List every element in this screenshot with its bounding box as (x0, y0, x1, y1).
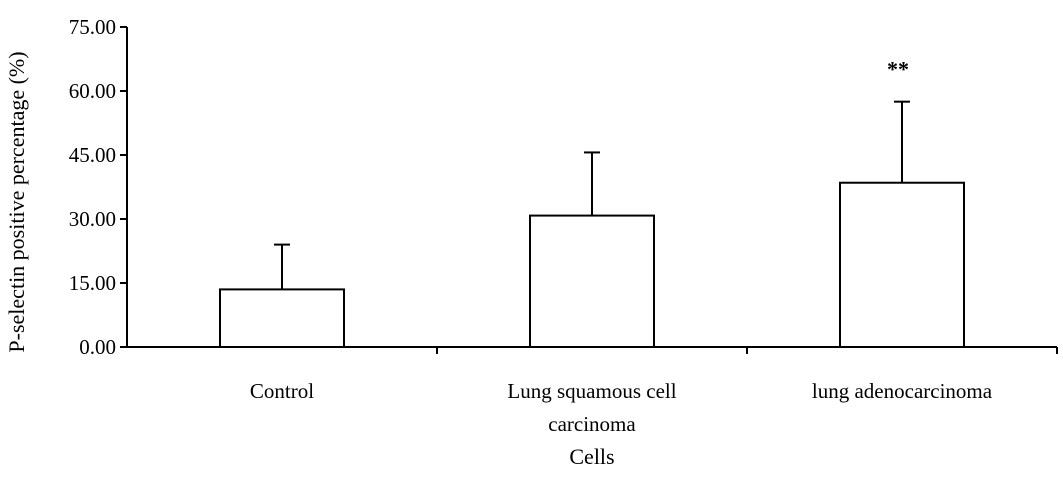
x-category-label: lung adenocarcinoma (812, 379, 993, 403)
x-category-label: Control (250, 379, 314, 403)
bar (529, 214, 655, 348)
bar (839, 181, 965, 348)
y-axis-title: P-selectin positive percentage (%) (4, 51, 29, 352)
y-axis-ticks: 0.00 15.00 30.00 45.00 60.00 75.00 (69, 15, 127, 359)
y-tick-label: 75.00 (69, 15, 116, 39)
bar (219, 288, 345, 348)
bars: ** (219, 57, 965, 348)
y-tick-label: 60.00 (69, 79, 116, 103)
y-tick-label: 0.00 (79, 335, 116, 359)
x-axis-labels: Control Lung squamous cell carcinoma lung a… (250, 379, 993, 436)
x-category-label: carcinoma (548, 412, 636, 436)
y-tick-label: 15.00 (69, 271, 116, 295)
x-axis-title: Cells (569, 444, 614, 469)
y-tick-label: 45.00 (69, 143, 116, 167)
x-category-label: Lung squamous cell (507, 379, 676, 403)
significance-marker: ** (887, 57, 909, 82)
axes (126, 27, 1058, 354)
y-tick-label: 30.00 (69, 207, 116, 231)
